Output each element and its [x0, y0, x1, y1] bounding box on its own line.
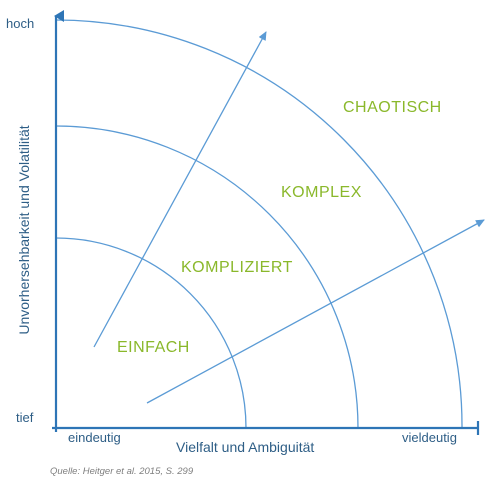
zone-label-einfach: EINFACH	[117, 339, 190, 356]
arc-einfach-boundary	[55, 237, 247, 429]
zone-label-chaotisch: CHAOTISCH	[343, 99, 442, 116]
arrow-rightward-diagonal	[146, 219, 485, 404]
y-axis-title: Unvorhersehbarkeit und Volatilität	[16, 125, 32, 335]
x-axis-low-label: eindeutig	[68, 430, 121, 445]
zone-label-kompliziert: KOMPLIZIERT	[181, 259, 293, 276]
x-axis-title: Vielfalt und Ambiguität	[176, 439, 315, 455]
x-axis-high-label: vieldeutig	[402, 430, 457, 445]
arc-kompliziert-boundary	[55, 125, 359, 429]
arrow-upward-diagonal	[93, 31, 267, 348]
y-axis-low-label: tief	[16, 410, 34, 425]
source-caption: Quelle: Heitger et al. 2015, S. 299	[50, 466, 194, 477]
zone-label-komplex: KOMPLEX	[281, 184, 362, 201]
y-axis-high-label: hoch	[6, 16, 35, 31]
arc-komplex-boundary	[55, 19, 463, 429]
